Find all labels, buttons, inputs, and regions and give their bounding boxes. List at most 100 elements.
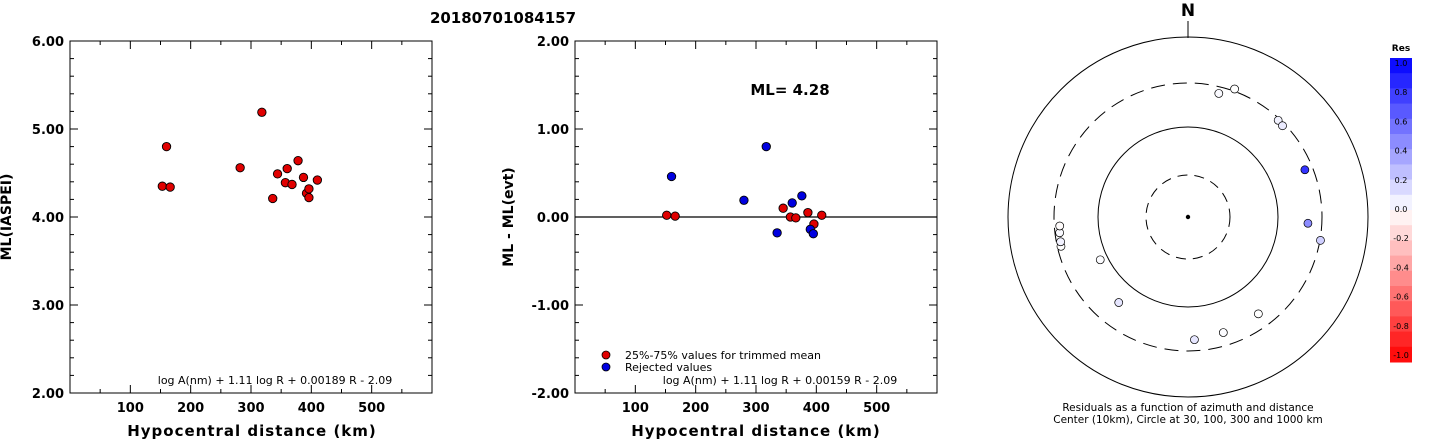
y-tick-label: 4.00 — [32, 211, 64, 226]
x-tick-label: 200 — [682, 401, 709, 416]
y-tick-label: 3.00 — [32, 299, 64, 314]
data-point — [666, 171, 677, 182]
colorbar-cell — [1390, 331, 1412, 348]
x-axis-label: Hypocentral distance (km) — [631, 422, 881, 440]
y-tick-label: 1.00 — [537, 123, 569, 138]
data-point — [235, 163, 245, 173]
colorbar-tick-label: -0.8 — [1393, 322, 1409, 331]
colorbar-cell — [1390, 134, 1412, 150]
data-point — [662, 210, 672, 220]
data-point — [304, 184, 314, 194]
circle-100km — [1097, 126, 1279, 308]
station-point — [1230, 84, 1239, 94]
x-tick-label: 500 — [358, 401, 385, 416]
x-tick-label: 100 — [117, 401, 144, 416]
legend-marker-rejected — [601, 362, 611, 372]
colorbar-tick-label: -0.2 — [1393, 234, 1409, 243]
colorbar-cell — [1390, 88, 1412, 105]
data-point — [808, 229, 818, 239]
data-point — [817, 210, 827, 220]
data-point — [161, 141, 172, 152]
polar-caption-line2: Center (10km), Circle at 30, 100, 300 an… — [1053, 414, 1323, 426]
x-tick-label: 400 — [298, 401, 325, 416]
data-point — [268, 193, 278, 204]
colorbar-tick-label: 0.6 — [1395, 117, 1408, 126]
colorbar-cell — [1390, 118, 1412, 135]
panel-residuals: -2.00 -1.00 0.00 1.00 2.00 100 200 300 400 500 M… — [501, 35, 938, 440]
station-point — [1316, 236, 1325, 245]
ml-annotation: ML= 4.28 — [750, 81, 829, 99]
data-point — [272, 169, 283, 179]
x-tick-label: 300 — [742, 401, 769, 416]
panel-polar-residuals: N Residuals as a function of azimuth and… — [1007, 1, 1369, 426]
circle-30km — [1145, 174, 1231, 260]
circle-300km — [1053, 82, 1323, 352]
colorbar-cell — [1390, 179, 1412, 196]
y-tick-label: 2.00 — [537, 35, 569, 50]
x-tick-label: 100 — [622, 401, 649, 416]
data-point — [772, 228, 782, 238]
x-tick-label: 300 — [237, 401, 264, 416]
colorbar-cell — [1390, 286, 1412, 302]
colorbar-cell — [1390, 240, 1412, 257]
colorbar: Res 1.0 0.8 0.6 0.4 0.2 0.0 -0.2 -0.4 -0.6 -0.8 -1… — [1390, 44, 1412, 363]
data-point — [787, 198, 797, 208]
station-point — [1254, 309, 1263, 319]
data-point — [778, 203, 788, 213]
legend-label-rejected: Rejected values — [625, 361, 712, 374]
colorbar-cell — [1390, 346, 1412, 363]
station-point — [1303, 218, 1313, 228]
data-point — [304, 192, 314, 203]
figure-title: 20180701084157 — [430, 9, 576, 27]
y-tick-label: 2.00 — [32, 387, 64, 402]
colorbar-tick-label: -0.6 — [1393, 293, 1409, 302]
y-tick-label: -2.00 — [532, 387, 569, 402]
station-point — [1095, 255, 1105, 265]
colorbar-cell — [1390, 73, 1412, 89]
colorbar-cell — [1390, 194, 1412, 211]
station-point — [1218, 328, 1228, 337]
colorbar-tick-label: 0.2 — [1395, 176, 1408, 185]
station-point — [1055, 221, 1065, 231]
north-label: N — [1181, 1, 1195, 21]
station-point — [1056, 237, 1065, 247]
x-axis-label: Hypocentral distance (km) — [127, 422, 377, 440]
colorbar-cell — [1390, 103, 1412, 120]
x-tick-label: 400 — [803, 401, 830, 416]
y-tick-label: 5.00 — [32, 123, 64, 138]
colorbar-cell — [1390, 225, 1412, 241]
station-point — [1278, 121, 1287, 131]
polar-caption-line1: Residuals as a function of azimuth and d… — [1062, 402, 1313, 414]
colorbar-tick-label: 1.0 — [1395, 59, 1408, 68]
colorbar-cell — [1390, 255, 1412, 272]
colorbar-cell — [1390, 149, 1412, 165]
data-point — [157, 181, 167, 191]
data-point — [761, 141, 771, 152]
x-tick-label: 200 — [177, 401, 204, 416]
circle-1000km — [1007, 36, 1369, 398]
data-point — [257, 107, 267, 117]
data-point — [287, 179, 297, 190]
data-point — [293, 156, 303, 166]
y-axis-label: ML - ML(evt) — [501, 167, 517, 266]
station-point — [1190, 335, 1199, 345]
y-tick-label: -1.00 — [532, 299, 569, 314]
legend-marker-trimmed — [601, 350, 611, 360]
data-point — [791, 213, 801, 223]
data-point — [739, 195, 749, 205]
legend-label-trimmed: 25%-75% values for trimmed mean — [625, 349, 821, 362]
colorbar-cell — [1390, 164, 1412, 181]
colorbar-tick-label: 0.0 — [1395, 205, 1408, 214]
colorbar-tick-label: 0.4 — [1395, 147, 1408, 156]
y-tick-label: 6.00 — [32, 35, 64, 50]
data-point — [298, 172, 309, 183]
colorbar-cell — [1390, 210, 1412, 226]
plot-frame — [69, 40, 433, 394]
data-point — [670, 211, 680, 221]
formula-label: log A(nm) + 1.11 log R + 0.00189 R - 2.0… — [158, 374, 392, 387]
data-point — [797, 191, 807, 201]
data-point — [165, 182, 175, 192]
colorbar-title: Res — [1392, 44, 1410, 54]
x-tick-label: 500 — [863, 401, 890, 416]
